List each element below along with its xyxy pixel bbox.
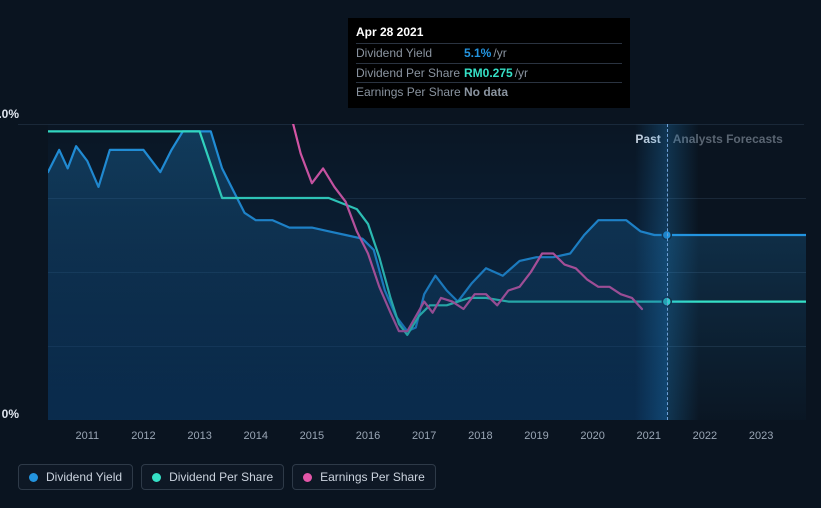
legend-dot-icon <box>29 473 38 482</box>
future-region <box>667 124 806 420</box>
xaxis-tick: 2018 <box>468 430 492 442</box>
tooltip-row: Dividend Yield5.1% /yr <box>356 43 622 63</box>
tooltip-value: No data <box>464 84 508 101</box>
xaxis-tick: 2023 <box>749 430 773 442</box>
tooltip-date: Apr 28 2021 <box>356 24 622 41</box>
xaxis-tick: 2020 <box>580 430 604 442</box>
tooltip-label: Dividend Per Share <box>356 65 464 82</box>
tooltip-row: Earnings Per ShareNo data <box>356 82 622 102</box>
tooltip-unit: /yr <box>515 65 528 82</box>
chart-plot-area[interactable]: Past Analysts Forecasts <box>48 124 806 420</box>
yaxis-label: 8.0% <box>0 107 19 121</box>
xaxis-tick: 2019 <box>524 430 548 442</box>
xaxis-tick: 2013 <box>187 430 211 442</box>
xaxis-tick: 2011 <box>75 430 99 442</box>
legend-item[interactable]: Earnings Per Share <box>292 464 436 490</box>
yaxis-label: 0% <box>0 407 19 421</box>
legend-dot-icon <box>303 473 312 482</box>
tooltip-unit: /yr <box>493 45 506 62</box>
legend-label: Dividend Per Share <box>169 470 273 484</box>
chart-legend: Dividend Yield Dividend Per Share Earnings… <box>18 464 436 490</box>
chart-tooltip: Apr 28 2021 Dividend Yield5.1% /yrDivide… <box>348 18 630 108</box>
xaxis-tick: 2022 <box>693 430 717 442</box>
chart-xaxis: 2011 2012 2013 2014 2015 2016 2017 2018 2019 2020… <box>48 430 806 446</box>
legend-dot-icon <box>152 473 161 482</box>
legend-item[interactable]: Dividend Per Share <box>141 464 284 490</box>
tooltip-row: Dividend Per ShareRM0.275 /yr <box>356 63 622 83</box>
legend-label: Earnings Per Share <box>320 470 425 484</box>
xaxis-tick: 2016 <box>356 430 380 442</box>
legend-label: Dividend Yield <box>46 470 122 484</box>
tooltip-label: Dividend Yield <box>356 45 464 62</box>
past-label: Past <box>635 132 660 146</box>
legend-item[interactable]: Dividend Yield <box>18 464 133 490</box>
tooltip-label: Earnings Per Share <box>356 84 464 101</box>
xaxis-tick: 2015 <box>300 430 324 442</box>
xaxis-tick: 2021 <box>637 430 661 442</box>
tooltip-value: 5.1% <box>464 45 491 62</box>
chart-container: 8.0%0% Past Analysts Forecasts 201120122… <box>0 0 821 508</box>
xaxis-tick: 2012 <box>131 430 155 442</box>
tooltip-value: RM0.275 <box>464 65 513 82</box>
xaxis-tick: 2014 <box>243 430 267 442</box>
past-region <box>48 124 667 420</box>
future-label: Analysts Forecasts <box>673 132 783 146</box>
xaxis-tick: 2017 <box>412 430 436 442</box>
